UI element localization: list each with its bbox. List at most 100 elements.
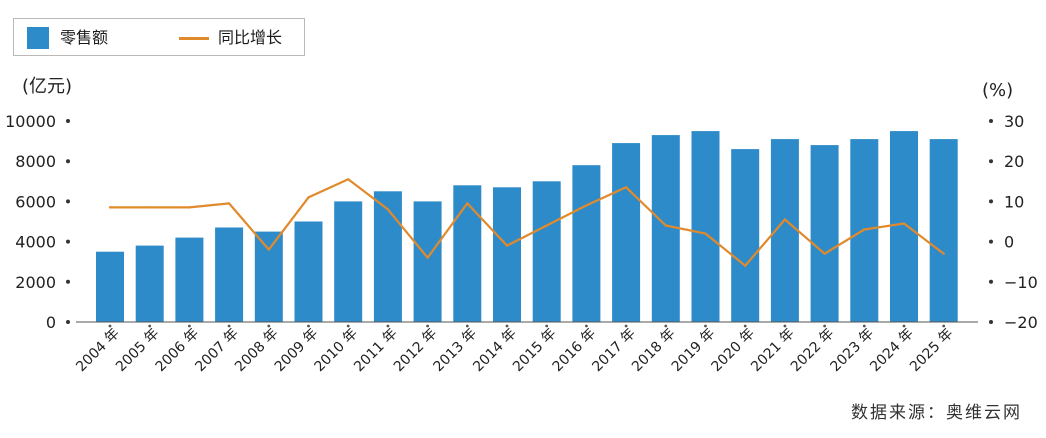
x-tick-label-10: 2014 年 xyxy=(470,326,520,376)
growth-point-13 xyxy=(624,186,628,189)
bar-16 xyxy=(731,149,760,322)
x-tick-mark-3 xyxy=(227,324,231,328)
bar-2 xyxy=(175,237,204,322)
growth-point-20 xyxy=(902,222,906,225)
x-tick-mark-12 xyxy=(585,324,588,328)
y2-tick-label-1: −10 xyxy=(1004,273,1038,292)
growth-line xyxy=(110,178,945,267)
legend-line-label: 同比增长 xyxy=(218,28,283,47)
y-tick-label-3: 6000 xyxy=(15,192,56,211)
bar-21 xyxy=(929,139,958,322)
line-layer xyxy=(108,178,945,267)
legend: 零售额 同比增长 xyxy=(13,18,305,56)
y-tick-label-0: 0 xyxy=(46,313,56,332)
growth-point-21 xyxy=(942,252,945,255)
y2-tick-mark-2 xyxy=(989,239,993,244)
x-tick-mark-9 xyxy=(465,324,469,328)
x-tick-label-11: 2015 年 xyxy=(510,326,560,376)
y-tick-label-5: 10000 xyxy=(5,112,56,131)
y-tick-mark-3 xyxy=(66,199,70,204)
y-tick-mark-0 xyxy=(66,320,70,324)
y-tick-label-1: 2000 xyxy=(15,273,56,292)
x-tick-mark-14 xyxy=(664,324,668,328)
left-axis-unit: (亿元) xyxy=(22,76,73,97)
x-tick-mark-21 xyxy=(942,324,946,328)
x-tick-label-13: 2017 年 xyxy=(589,326,639,376)
x-tick-label-0: 2004 年 xyxy=(73,326,123,376)
x-tick-label-12: 2016 年 xyxy=(550,326,600,376)
y2-tick-mark-5 xyxy=(989,119,993,123)
bar-7 xyxy=(373,191,402,322)
growth-point-14 xyxy=(664,224,667,227)
x-tick-label-3: 2007 年 xyxy=(192,326,242,376)
bar-3 xyxy=(215,227,244,322)
y-tick-mark-2 xyxy=(66,239,70,244)
bar-20 xyxy=(890,131,918,322)
right-axis-unit: (%) xyxy=(982,80,1014,101)
x-tick-label-15: 2019 年 xyxy=(669,326,719,376)
y2-tick-mark-0 xyxy=(989,320,993,324)
x-tick-mark-5 xyxy=(307,324,310,328)
x-tick-mark-11 xyxy=(545,324,549,328)
bar-14 xyxy=(651,135,680,322)
legend-bar-label: 零售额 xyxy=(60,28,109,47)
growth-point-1 xyxy=(148,206,151,209)
growth-point-3 xyxy=(227,202,231,205)
growth-point-15 xyxy=(704,232,707,235)
y-tick-label-2: 4000 xyxy=(15,233,56,252)
growth-point-19 xyxy=(863,228,866,231)
growth-point-17 xyxy=(783,218,787,221)
bar-10 xyxy=(493,187,521,322)
x-tick-label-5: 2009 年 xyxy=(272,326,322,376)
y2-tick-mark-4 xyxy=(989,159,993,164)
x-tick-label-17: 2021 年 xyxy=(748,326,798,376)
x-tick-mark-2 xyxy=(188,324,191,328)
growth-point-11 xyxy=(545,224,548,227)
x-tick-mark-19 xyxy=(862,324,866,328)
x-tick-mark-6 xyxy=(346,324,350,328)
x-tick-mark-16 xyxy=(743,324,747,328)
y2-tick-label-3: 10 xyxy=(1004,192,1024,211)
x-tick-mark-13 xyxy=(624,324,628,328)
x-tick-label-18: 2022 年 xyxy=(788,326,838,376)
x-tick-label-21: 2025 年 xyxy=(907,326,957,376)
y2-tick-label-2: 0 xyxy=(1004,233,1014,252)
growth-point-4 xyxy=(267,248,270,251)
source-note: 数据来源：奥维云网 xyxy=(851,403,1022,423)
x-tick-label-19: 2023 年 xyxy=(828,326,878,376)
x-tick-label-9: 2013 年 xyxy=(431,326,481,376)
x-tick-label-2: 2006 年 xyxy=(153,326,203,376)
x-tick-mark-10 xyxy=(505,324,509,328)
legend-bar-swatch xyxy=(27,27,49,49)
x-tick-mark-7 xyxy=(386,324,390,328)
x-tick-mark-1 xyxy=(148,324,152,328)
y-tick-mark-5 xyxy=(66,119,70,123)
growth-point-12 xyxy=(585,204,588,207)
growth-point-8 xyxy=(426,256,429,259)
x-tick-label-16: 2020 年 xyxy=(708,326,758,376)
y2-tick-mark-1 xyxy=(989,279,993,284)
bar-5 xyxy=(294,221,323,322)
bar-13 xyxy=(612,143,641,322)
x-tick-label-6: 2010 年 xyxy=(311,326,361,376)
growth-point-10 xyxy=(505,244,509,247)
legend-line-swatch xyxy=(179,37,209,40)
y-tick-label-4: 8000 xyxy=(15,152,56,171)
bar-11 xyxy=(532,181,561,322)
bars-layer xyxy=(96,131,958,322)
growth-point-18 xyxy=(823,252,826,255)
bar-0 xyxy=(96,251,124,322)
bar-12 xyxy=(572,165,601,322)
bar-18 xyxy=(810,145,839,322)
x-tick-mark-15 xyxy=(704,324,707,328)
growth-point-5 xyxy=(307,196,310,199)
y-tick-mark-4 xyxy=(66,159,70,164)
x-tick-label-7: 2011 年 xyxy=(351,326,401,376)
growth-point-6 xyxy=(347,178,350,181)
x-tick-label-20: 2024 年 xyxy=(867,326,917,376)
x-tick-label-8: 2012 年 xyxy=(391,326,441,376)
bar-4 xyxy=(254,231,283,322)
